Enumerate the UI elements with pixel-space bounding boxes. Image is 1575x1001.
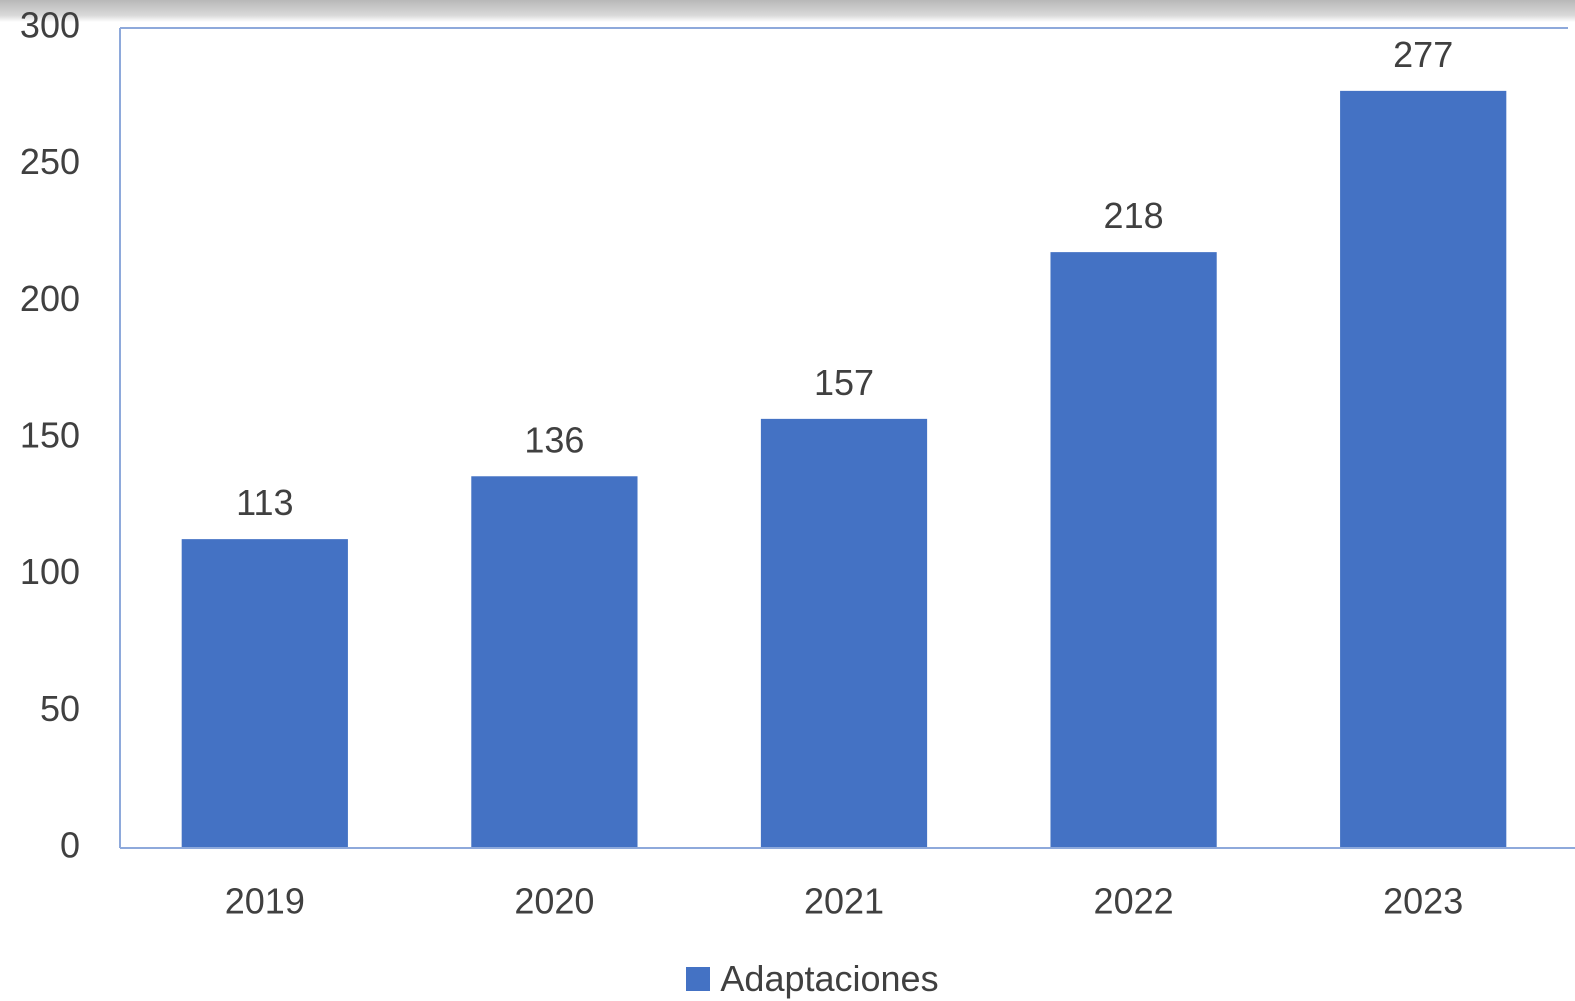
x-tick-label: 2020 — [514, 881, 594, 922]
data-label: 218 — [1104, 195, 1164, 236]
x-tick-label: 2021 — [804, 881, 884, 922]
data-label: 113 — [236, 482, 293, 523]
legend: Adaptaciones — [0, 958, 1575, 1000]
data-label: 157 — [814, 362, 874, 403]
y-tick-label: 100 — [20, 551, 80, 592]
y-axis: 0 50 100 150 200 250 300 — [20, 5, 1568, 866]
bar[interactable] — [471, 476, 638, 848]
top-shadow-bar — [0, 0, 1575, 22]
legend-label: Adaptaciones — [720, 958, 939, 999]
data-label: 277 — [1393, 34, 1453, 75]
bar[interactable] — [1340, 90, 1507, 848]
bars-group: 113 136 157 218 277 — [181, 34, 1507, 849]
y-tick-label: 250 — [20, 141, 80, 182]
y-tick-label: 300 — [20, 5, 80, 46]
y-tick-label: 50 — [40, 688, 80, 729]
data-label: 136 — [524, 419, 584, 460]
y-tick-label: 200 — [20, 278, 80, 319]
bar[interactable] — [760, 418, 928, 848]
x-tick-label: 2022 — [1094, 881, 1174, 922]
x-tick-label: 2023 — [1383, 881, 1463, 922]
y-tick-label: 0 — [60, 825, 80, 866]
bar[interactable] — [1050, 252, 1217, 849]
x-tick-label: 2019 — [225, 881, 305, 922]
x-axis: 2019 2020 2021 2022 2023 — [120, 847, 1575, 922]
bar[interactable] — [181, 539, 348, 848]
legend-swatch — [686, 967, 711, 991]
y-tick-label: 150 — [20, 415, 80, 456]
legend-item[interactable]: Adaptaciones — [686, 958, 939, 1000]
